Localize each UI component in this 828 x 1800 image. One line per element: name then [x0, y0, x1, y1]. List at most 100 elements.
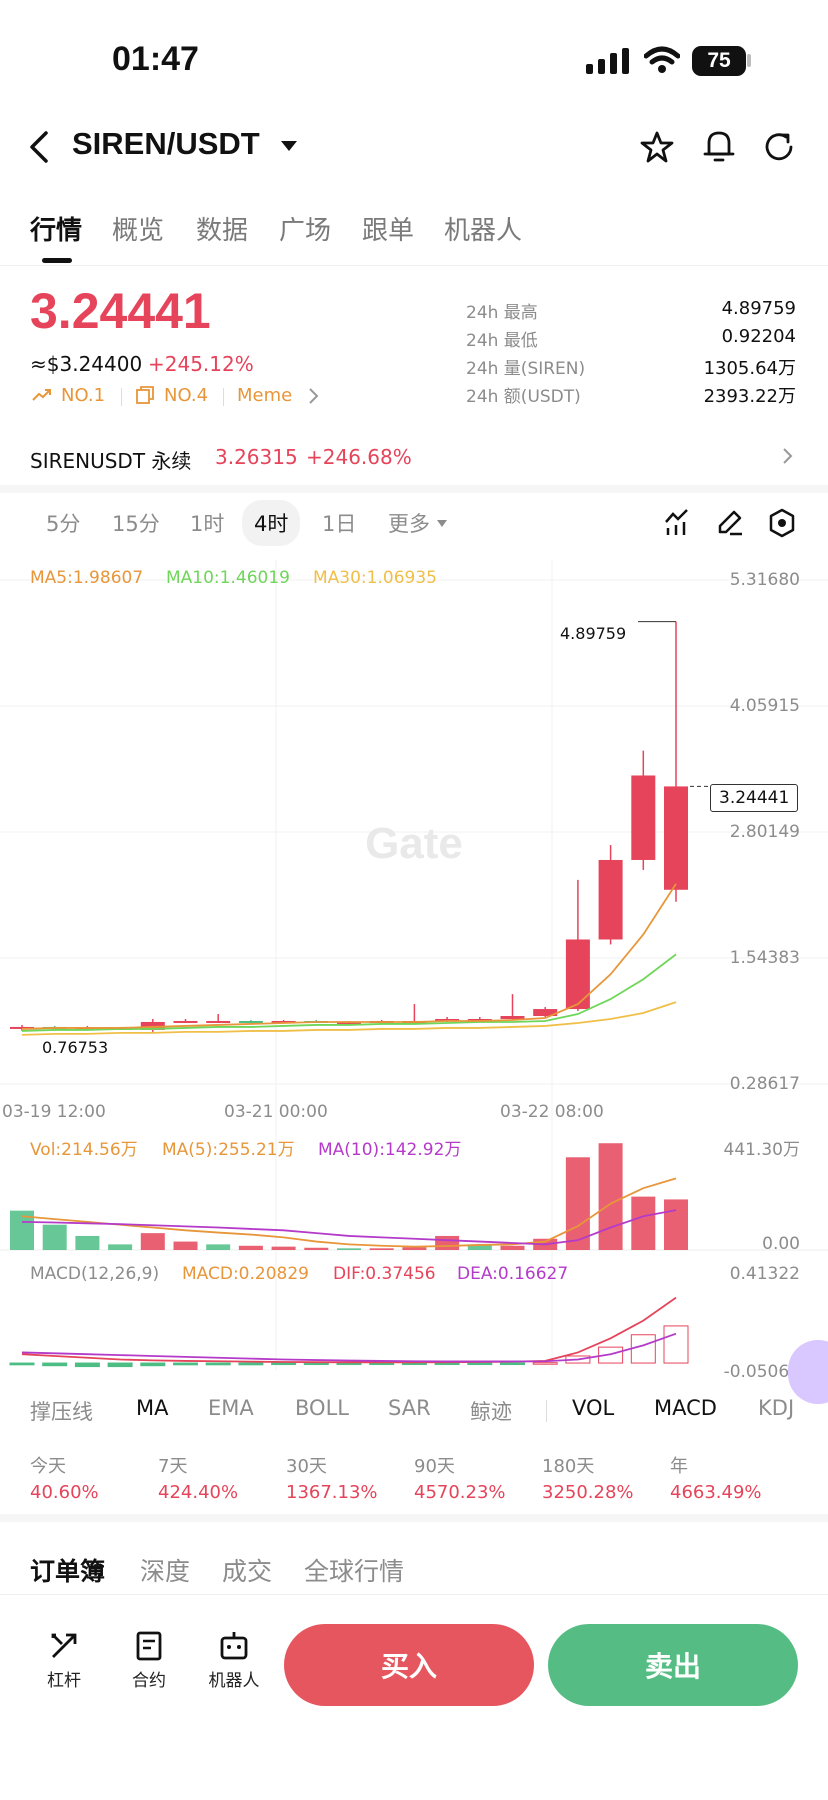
- signal-icon: [586, 48, 629, 74]
- macd-bar: [205, 1362, 231, 1366]
- stat-value-volume: 1305.64万: [703, 358, 796, 379]
- indicator-ema[interactable]: EMA: [208, 1396, 254, 1420]
- bell-icon[interactable]: [702, 128, 736, 164]
- divider: [223, 388, 224, 406]
- indicator-ma[interactable]: MA: [136, 1396, 169, 1420]
- volume-bar: [238, 1245, 263, 1250]
- macd-bar: [303, 1362, 329, 1366]
- tab-depth[interactable]: 深度: [140, 1557, 191, 1586]
- vol-y-top: 441.30万: [723, 1140, 800, 1160]
- perpetual-change: +246.68%: [306, 445, 412, 469]
- perf-value: 4663.49%: [670, 1482, 762, 1503]
- volume-bar: [337, 1248, 361, 1250]
- settings-hex-icon[interactable]: [768, 508, 796, 538]
- battery-icon: 75: [692, 46, 746, 76]
- tab-global-market[interactable]: 全球行情: [304, 1557, 405, 1586]
- volume-bar: [467, 1244, 492, 1250]
- interval-1d[interactable]: 1日: [322, 512, 357, 536]
- perf-value: 4570.23%: [414, 1482, 506, 1503]
- floating-assistant-button[interactable]: [788, 1340, 828, 1404]
- perf-label: 90天: [414, 1456, 455, 1477]
- macd-bar: [140, 1362, 166, 1367]
- macd-bar: [271, 1362, 297, 1366]
- candle: [467, 1018, 492, 1021]
- leverage-icon: [51, 1633, 77, 1658]
- interval-more[interactable]: 更多: [388, 512, 430, 536]
- buy-button[interactable]: 买入: [284, 1624, 534, 1706]
- contract-tool[interactable]: 合约: [119, 1630, 179, 1691]
- divider: [0, 1594, 828, 1595]
- ma10-legend: MA10:1.46019: [166, 568, 290, 588]
- volume-bar: [664, 1199, 688, 1250]
- interval-4h[interactable]: 4时: [242, 500, 301, 546]
- indicator-whale[interactable]: 鲸迹: [470, 1400, 512, 1424]
- robot-tool[interactable]: 机器人: [204, 1630, 264, 1691]
- chevron-right-icon[interactable]: [782, 447, 794, 465]
- tab-data[interactable]: 数据: [196, 216, 249, 246]
- pair-title[interactable]: SIREN/USDT: [72, 126, 260, 161]
- volume-bar: [565, 1157, 590, 1250]
- macd-bar: [42, 1362, 68, 1367]
- perf-label: 年: [670, 1456, 688, 1477]
- candle: [238, 1020, 263, 1023]
- draw-pencil-icon[interactable]: [716, 508, 744, 536]
- indicator-kdj[interactable]: KDJ: [758, 1396, 795, 1420]
- leverage-tool[interactable]: 杠杆: [34, 1630, 94, 1691]
- tab-square[interactable]: 广场: [279, 216, 332, 246]
- candle: [75, 1027, 100, 1030]
- macd-y-bottom: -0.05064: [723, 1362, 800, 1382]
- indicator-icon[interactable]: [664, 508, 690, 536]
- candle: [271, 1020, 296, 1023]
- tab-trades[interactable]: 成交: [222, 1557, 273, 1586]
- candle: [337, 1021, 361, 1024]
- tag-meme[interactable]: Meme: [237, 385, 293, 406]
- tab-orderbook[interactable]: 订单簿: [30, 1557, 106, 1586]
- volume-bar: [271, 1246, 296, 1250]
- macd-bar: [630, 1334, 656, 1364]
- macd-title: MACD(12,26,9): [30, 1264, 160, 1284]
- interval-5m[interactable]: 5分: [46, 512, 81, 536]
- candle: [435, 1018, 460, 1021]
- chevron-right-icon[interactable]: [308, 387, 320, 405]
- tab-market[interactable]: 行情: [30, 216, 83, 246]
- tab-copy-trade[interactable]: 跟单: [362, 216, 415, 246]
- candle: [10, 1026, 34, 1029]
- candle: [598, 859, 623, 940]
- caret-down-icon[interactable]: [437, 520, 447, 528]
- back-icon[interactable]: [28, 130, 50, 164]
- refresh-icon[interactable]: [762, 130, 796, 164]
- tab-overview[interactable]: 概览: [112, 216, 165, 246]
- high-price-label: 4.89759: [560, 624, 627, 643]
- indicator-sr[interactable]: 撑压线: [30, 1400, 93, 1424]
- indicator-boll[interactable]: BOLL: [295, 1396, 349, 1420]
- perf-value: 1367.13%: [286, 1482, 378, 1503]
- candlestick-chart[interactable]: Gate: [0, 560, 828, 1380]
- robot-label: 机器人: [208, 1671, 260, 1691]
- interval-15m[interactable]: 15分: [112, 512, 160, 536]
- volume-bar: [304, 1247, 329, 1250]
- indicator-macd[interactable]: MACD: [654, 1396, 717, 1420]
- volume-bar: [206, 1244, 231, 1250]
- indicator-vol[interactable]: VOL: [572, 1396, 615, 1420]
- volume-bar: [369, 1248, 394, 1250]
- perf-label: 30天: [286, 1456, 327, 1477]
- vol-ma5-legend: MA(5):255.21万: [162, 1140, 295, 1160]
- vol-ma10-line: [21, 1209, 677, 1246]
- macd-bar: [173, 1362, 198, 1366]
- y-tick: 1.54383: [729, 948, 800, 968]
- rank-badge-2[interactable]: NO.4: [164, 385, 209, 406]
- tab-robot[interactable]: 机器人: [444, 216, 523, 246]
- ma5-line: [21, 883, 677, 1030]
- sell-button[interactable]: 卖出: [548, 1624, 798, 1706]
- star-icon[interactable]: [640, 130, 674, 164]
- price-change: +245.12%: [148, 352, 254, 376]
- macd-bar: [74, 1362, 100, 1368]
- indicator-sar[interactable]: SAR: [388, 1396, 431, 1420]
- perpetual-name[interactable]: SIRENUSDT 永续: [30, 449, 192, 473]
- rank-badge-1[interactable]: NO.1: [61, 385, 106, 406]
- caret-down-icon[interactable]: [280, 140, 298, 152]
- perf-value: 424.40%: [158, 1482, 239, 1503]
- interval-1h[interactable]: 1时: [190, 512, 225, 536]
- candle: [206, 1020, 231, 1023]
- volume-bar: [42, 1224, 67, 1250]
